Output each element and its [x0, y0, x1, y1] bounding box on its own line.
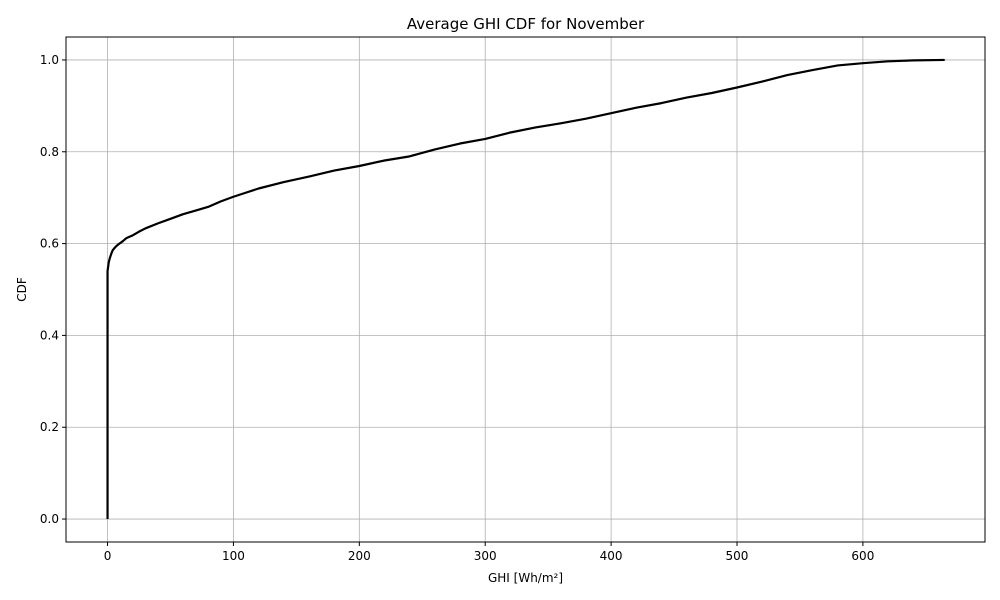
y-tick-label: 0.6 [40, 237, 59, 251]
y-tick-label: 0.4 [40, 328, 59, 342]
cdf-series-line [106, 58, 945, 520]
x-axis-label: GHI [Wh/m²] [488, 571, 563, 585]
chart-title: Average GHI CDF for November [407, 15, 645, 33]
x-tick-label: 100 [222, 549, 245, 563]
y-tick-label: 1.0 [40, 53, 59, 67]
y-tick-label: 0.0 [40, 512, 59, 526]
x-tick-label: 0 [104, 549, 112, 563]
plot-frame [65, 36, 986, 543]
x-tick-label: 200 [348, 549, 371, 563]
x-tick-label: 300 [474, 549, 497, 563]
x-tick-label: 400 [600, 549, 623, 563]
series-layer [106, 58, 945, 520]
ticks: 0 100 200 300 400 500 600 0.0 0.2 0.4 0.6 0.8 1.0 [40, 53, 874, 563]
x-tick-label: 500 [726, 549, 749, 563]
x-tick-label: 600 [851, 549, 874, 563]
y-tick-label: 0.2 [40, 420, 59, 434]
y-axis-label: CDF [15, 277, 29, 302]
y-tick-label: 0.8 [40, 145, 59, 159]
grid [66, 37, 985, 542]
